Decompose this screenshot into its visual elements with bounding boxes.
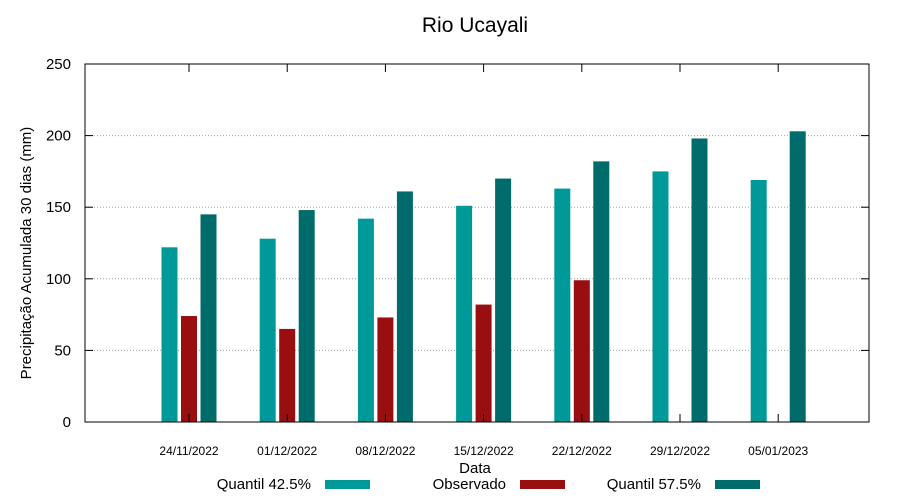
bar-quantil-42-5--5 — [652, 171, 669, 422]
legend-swatch — [325, 480, 370, 489]
bar-observado-1 — [279, 328, 296, 422]
legend-swatch — [715, 480, 760, 489]
bar-observado-3 — [475, 304, 492, 422]
legend-label: Observado — [433, 476, 506, 493]
bar-quantil-42-5--6 — [750, 179, 767, 422]
plot-frame — [84, 63, 870, 423]
legend-label: Quantil 57.5% — [607, 476, 701, 493]
legend-swatch — [520, 480, 565, 489]
x-tick-label: 15/12/2022 — [454, 444, 514, 458]
bar-quantil-57-5--6 — [789, 131, 806, 422]
legend: Quantil 42.5% Observado Quantil 57.5% — [217, 476, 760, 493]
bars — [161, 131, 806, 423]
y-tick-label: 150 — [46, 199, 71, 216]
x-tick-label: 24/11/2022 — [159, 444, 218, 458]
bar-quantil-57-5--5 — [691, 138, 708, 423]
bar-quantil-57-5--0 — [200, 214, 217, 422]
x-tick-label: 01/12/2022 — [257, 444, 317, 458]
y-tick-label: 200 — [46, 128, 71, 145]
axis-ticks: 0 50 100 150 200 250 24/11/2022 01/12/2022 08/12… — [46, 56, 869, 458]
bar-quantil-57-5--4 — [593, 161, 610, 422]
x-axis-label: Data — [459, 460, 491, 477]
y-axis-label: Precipitação Acumulada 30 dias (mm) — [18, 127, 35, 380]
x-tick-label: 08/12/2022 — [355, 444, 415, 458]
bar-quantil-42-5--0 — [161, 247, 178, 422]
legend-label: Quantil 42.5% — [217, 476, 311, 493]
bar-quantil-42-5--3 — [456, 205, 473, 422]
bar-quantil-57-5--2 — [396, 191, 413, 422]
bar-quantil-57-5--1 — [298, 210, 315, 422]
y-tick-label: 0 — [63, 414, 71, 431]
y-tick-label: 250 — [46, 56, 71, 73]
x-tick-label: 29/12/2022 — [650, 444, 710, 458]
y-tick-label: 100 — [46, 271, 71, 288]
bar-observado-0 — [181, 316, 197, 422]
bar-quantil-42-5--4 — [554, 188, 571, 422]
y-tick-label: 50 — [54, 342, 71, 359]
bar-quantil-42-5--1 — [259, 238, 276, 422]
x-tick-label: 05/01/2023 — [748, 444, 808, 458]
bar-quantil-57-5--3 — [495, 178, 512, 422]
x-tick-label: 22/12/2022 — [552, 444, 612, 458]
bar-observado-2 — [377, 317, 394, 422]
bar-observado-4 — [573, 280, 590, 422]
bar-quantil-42-5--2 — [357, 218, 374, 422]
chart-title: Rio Ucayali — [422, 14, 528, 37]
